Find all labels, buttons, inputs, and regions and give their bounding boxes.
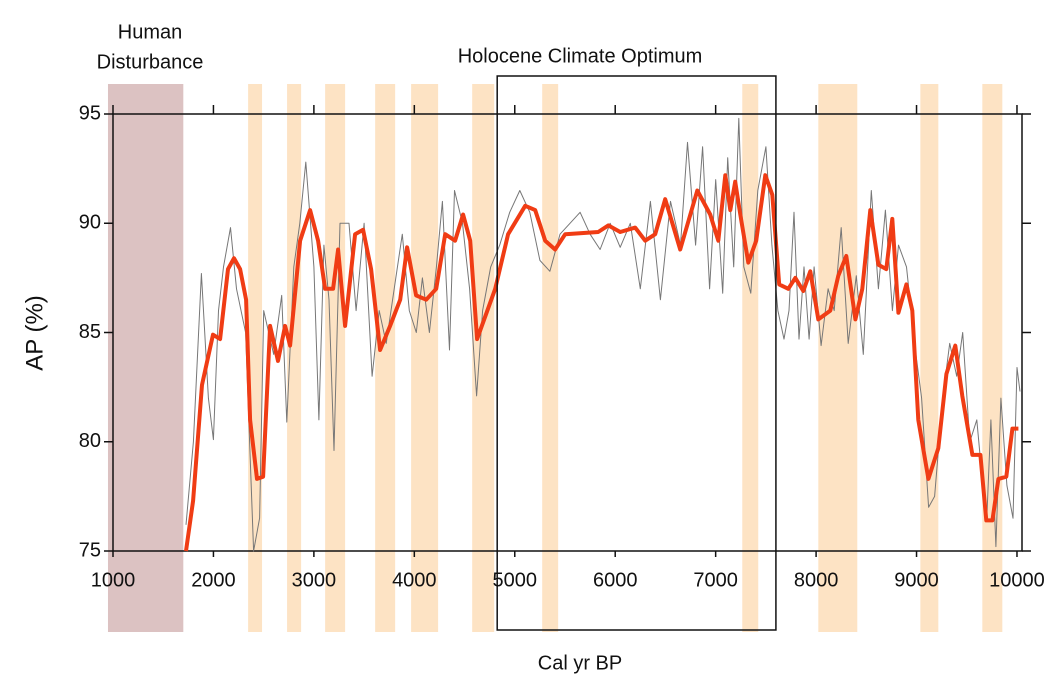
shaded-band — [542, 84, 559, 632]
x-tick-label: 5000 — [493, 569, 538, 591]
x-tick-label: 1000 — [91, 569, 136, 591]
shaded-band — [818, 84, 858, 632]
data-line — [184, 173, 1019, 552]
x-tick-label: 6000 — [593, 569, 638, 591]
y-tick-label: 90 — [79, 212, 101, 234]
x-axis-label: Cal yr BP — [538, 652, 622, 674]
y-tick-label: 85 — [79, 321, 101, 343]
shaded-band — [742, 84, 759, 632]
x-tick-label: 7000 — [693, 569, 738, 591]
data-line — [185, 117, 1021, 552]
shaded-band — [920, 84, 939, 632]
chart-title: Holocene Climate Optimum — [458, 45, 703, 67]
shaded-band — [248, 84, 263, 632]
shaded-band — [472, 84, 495, 632]
x-tick-label: 10000 — [989, 569, 1045, 591]
y-tick-label: 95 — [79, 102, 101, 124]
annotation: Disturbance — [97, 51, 204, 73]
y-tick-label: 75 — [79, 539, 101, 561]
optimum-box — [496, 75, 777, 631]
annotation: Human — [118, 21, 182, 43]
shaded-band — [325, 84, 346, 632]
x-tick-label: 9000 — [894, 569, 939, 591]
y-axis-label: AP (%) — [21, 295, 48, 371]
x-tick-label: 4000 — [392, 569, 437, 591]
shaded-band — [982, 84, 1003, 632]
human-disturbance-band — [107, 84, 184, 632]
x-tick-label: 8000 — [794, 569, 839, 591]
x-tick-label: 2000 — [191, 569, 236, 591]
y-tick-label: 80 — [79, 430, 101, 452]
shaded-band — [411, 84, 439, 632]
x-tick-label: 3000 — [292, 569, 337, 591]
shaded-band — [375, 84, 396, 632]
shaded-band — [287, 84, 302, 632]
